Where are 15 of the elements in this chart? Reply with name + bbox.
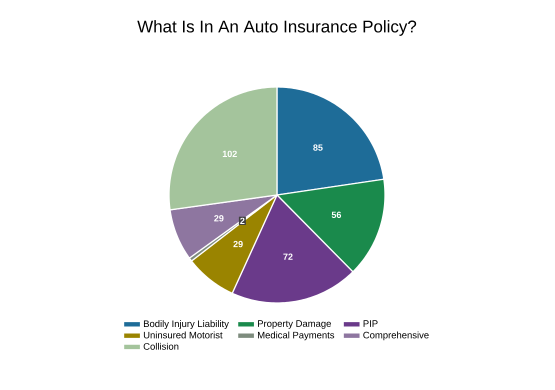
data-label: 29 [214, 215, 224, 222]
legend-label: Uninsured Motorist [144, 331, 223, 338]
legend-label: Comprehensive [363, 331, 429, 340]
legend-label: Medical Payments [258, 331, 334, 340]
legend-label: Property Damage [258, 320, 331, 329]
data-label: 102 [222, 150, 237, 158]
data-label: 85 [313, 144, 323, 151]
chart-title: What Is In An Auto Insurance Policy? [137, 20, 416, 36]
data-label: 72 [283, 254, 293, 260]
data-label: 56 [332, 212, 342, 218]
data-label: 29 [233, 240, 243, 248]
legend-label: Collision [144, 342, 178, 350]
data-label: 2 [240, 218, 245, 224]
legend-label: Bodily Injury Liability [144, 320, 229, 329]
legend-label: PIP [364, 320, 378, 327]
